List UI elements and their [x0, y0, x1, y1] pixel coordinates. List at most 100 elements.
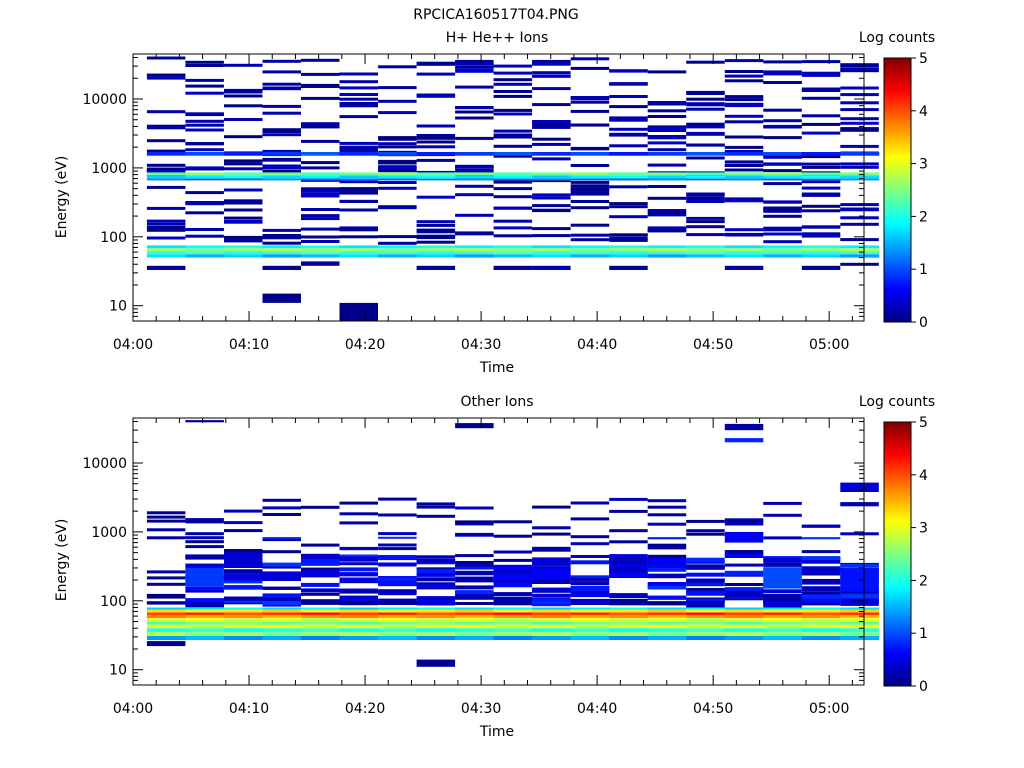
heatmap-cell — [262, 573, 301, 577]
heatmap-cell — [686, 225, 725, 229]
y-tick-label: 10 — [109, 663, 127, 679]
heatmap-cell — [339, 512, 378, 516]
heatmap-cell — [686, 220, 725, 224]
heatmap-cell — [301, 599, 340, 603]
heatmap-cell — [609, 635, 649, 640]
heatmap-cell — [801, 524, 841, 528]
heatmap-cell — [686, 624, 726, 629]
heatmap-cell — [801, 615, 841, 619]
heatmap-cell — [763, 635, 803, 640]
heatmap-cell — [224, 609, 263, 613]
heatmap-cell — [185, 624, 225, 629]
heatmap-cell — [224, 104, 263, 108]
plot-frame — [132, 53, 865, 322]
heatmap-cell — [686, 529, 725, 533]
heatmap-cell — [416, 245, 456, 249]
heatmap-cell — [647, 254, 687, 258]
heatmap-cell — [416, 248, 456, 252]
heatmap-cell — [647, 248, 687, 252]
heatmap-cell — [801, 162, 841, 166]
heatmap-cell — [686, 103, 725, 107]
heatmap-cell — [686, 216, 725, 220]
heatmap-cell — [185, 520, 224, 524]
heatmap-cell — [763, 251, 803, 255]
heatmap-cell — [493, 596, 533, 601]
heatmap-cell — [801, 114, 841, 118]
heatmap-cell — [455, 628, 495, 633]
heatmap-cell — [339, 557, 378, 562]
heatmap-cell — [416, 598, 456, 603]
heatmap-cell — [146, 618, 186, 622]
heatmap-cell — [493, 154, 533, 158]
heatmap-cell — [840, 618, 880, 622]
heatmap-cell — [378, 562, 417, 567]
heatmap-cell — [763, 536, 802, 540]
heatmap-cell — [416, 612, 456, 616]
heatmap-cell — [455, 175, 495, 179]
heatmap-cell — [686, 600, 725, 608]
heatmap-cell — [301, 139, 340, 143]
y-tick-label: 1000 — [91, 525, 127, 541]
heatmap-cell — [301, 192, 340, 196]
heatmap-cell — [455, 254, 495, 258]
heatmap-cell — [146, 56, 186, 60]
heatmap-cell — [763, 214, 802, 218]
heatmap-cell — [262, 178, 302, 181]
heatmap-cell — [493, 187, 533, 191]
heatmap-cell — [185, 618, 225, 622]
heatmap-cell — [416, 577, 456, 582]
heatmap-cell — [301, 572, 340, 577]
heatmap-cell — [301, 125, 340, 129]
heatmap-cell — [224, 573, 263, 578]
heatmap-cell — [840, 254, 880, 258]
heatmap-cell — [570, 589, 610, 594]
heatmap-cell — [185, 563, 224, 567]
heatmap-cell — [301, 166, 340, 170]
heatmap-cell — [339, 251, 379, 255]
heatmap-cell — [801, 178, 841, 181]
heatmap-cell — [532, 612, 572, 616]
heatmap-cell — [146, 265, 186, 270]
heatmap-cell — [378, 254, 418, 258]
heatmap-cell — [416, 601, 456, 606]
heatmap-cell — [185, 166, 224, 170]
heatmap-cell — [262, 593, 301, 598]
heatmap-cell — [339, 596, 378, 601]
heatmap-cell — [455, 85, 494, 89]
heatmap-cell — [301, 635, 340, 640]
heatmap-cell — [185, 128, 224, 132]
heatmap-cell — [609, 529, 648, 533]
heatmap-cell — [609, 628, 649, 633]
heatmap-cell — [378, 245, 418, 249]
colorbar-tick-label: 3 — [919, 157, 928, 173]
heatmap-cell — [416, 635, 456, 640]
heatmap-cell — [339, 615, 379, 619]
heatmap-cell — [532, 632, 572, 636]
heatmap-cell — [455, 607, 495, 610]
heatmap-cell — [224, 94, 263, 98]
heatmap-cell — [686, 131, 725, 135]
heatmap-cell — [801, 537, 841, 540]
heatmap-cell — [724, 150, 764, 153]
heatmap-cell — [763, 609, 803, 613]
heatmap-cell — [455, 635, 495, 640]
heatmap-cell — [224, 216, 263, 220]
heatmap-cell — [301, 592, 340, 596]
heatmap-cell — [801, 122, 841, 126]
heatmap-cell — [609, 205, 648, 209]
heatmap-cell — [532, 635, 572, 640]
heatmap-cell — [262, 635, 302, 640]
heatmap-cell — [146, 163, 186, 167]
heatmap-cell — [763, 240, 802, 244]
heatmap-cell — [532, 618, 572, 622]
heatmap-cell — [763, 226, 802, 232]
heatmap-cell — [224, 596, 263, 601]
heatmap-cell — [840, 121, 879, 125]
heatmap-cell — [724, 609, 764, 613]
heatmap-cell — [686, 572, 725, 577]
heatmap-cell — [570, 501, 610, 505]
heatmap-cell — [262, 149, 301, 153]
heatmap-cell — [493, 71, 533, 75]
heatmap-cell — [146, 149, 186, 153]
heatmap-cell — [224, 529, 263, 533]
